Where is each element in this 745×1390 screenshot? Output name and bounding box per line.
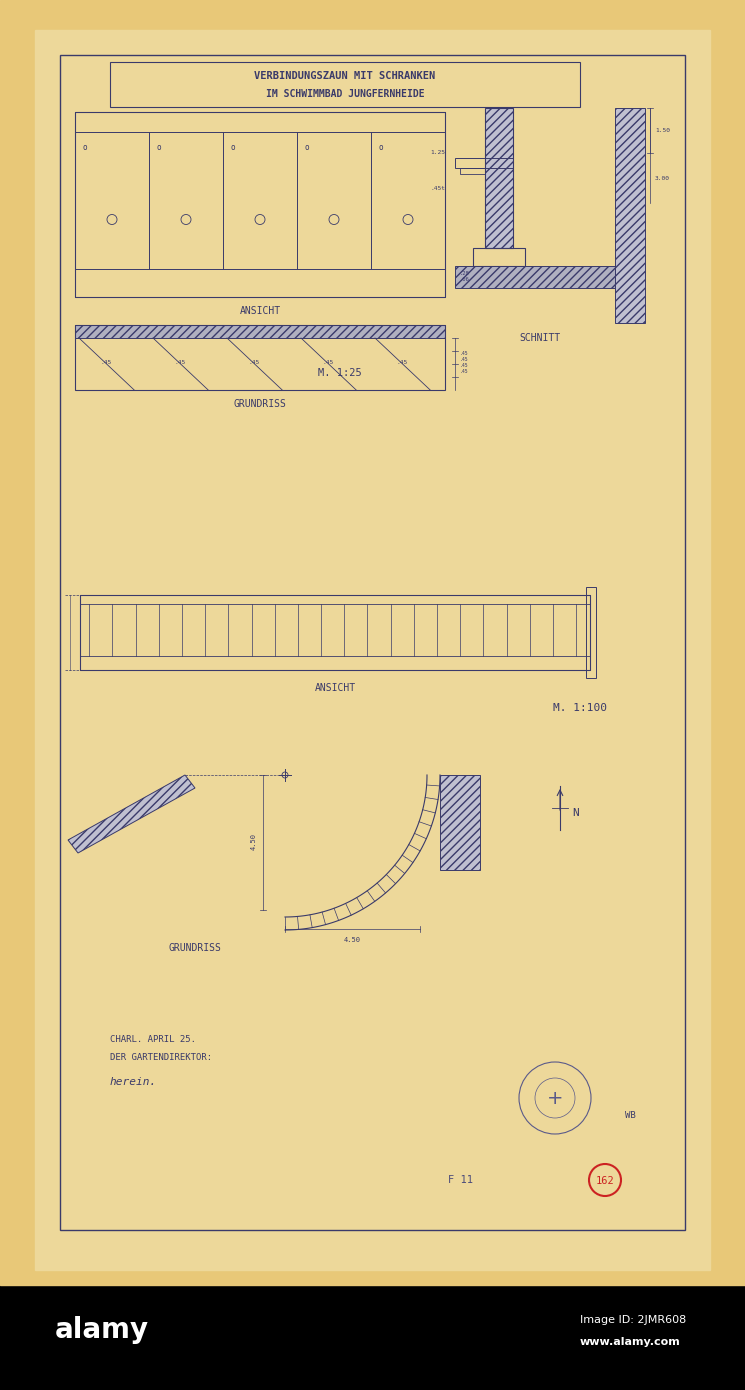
Text: +: + <box>547 1088 563 1108</box>
Text: o: o <box>378 143 384 152</box>
Bar <box>35 31 710 1270</box>
Text: o: o <box>305 143 309 152</box>
Bar <box>440 776 480 870</box>
Text: .45: .45 <box>323 360 335 366</box>
Text: .45
.45
.45
.45: .45 .45 .45 .45 <box>460 352 469 374</box>
Bar <box>473 247 525 265</box>
Bar <box>460 168 485 174</box>
Bar <box>485 108 513 247</box>
Text: GRUNDRISS: GRUNDRISS <box>168 942 221 954</box>
Text: Image ID: 2JMR608: Image ID: 2JMR608 <box>580 1315 686 1325</box>
Text: alamy: alamy <box>55 1316 149 1344</box>
Text: .28
.06: .28 .06 <box>460 271 470 282</box>
Text: N: N <box>572 808 579 817</box>
Bar <box>110 63 580 107</box>
Text: o: o <box>156 143 162 152</box>
Text: M. 1:25: M. 1:25 <box>318 367 362 378</box>
Bar <box>75 325 445 338</box>
Text: ANSICHT: ANSICHT <box>239 306 281 316</box>
Text: .45: .45 <box>175 360 186 366</box>
Text: o: o <box>83 143 87 152</box>
Text: IM SCHWIMMBAD JUNGFERNHEIDE: IM SCHWIMMBAD JUNGFERNHEIDE <box>266 89 425 99</box>
Text: 162: 162 <box>595 1176 615 1186</box>
Text: 1.25: 1.25 <box>430 150 445 156</box>
Text: .45: .45 <box>101 360 112 366</box>
Text: GRUNDRISS: GRUNDRISS <box>234 399 286 409</box>
Bar <box>60 56 685 1230</box>
Bar <box>75 270 445 297</box>
Text: CHARL. APRIL 25.: CHARL. APRIL 25. <box>110 1036 196 1044</box>
Text: herein.: herein. <box>110 1077 157 1087</box>
Bar <box>75 113 445 297</box>
Text: 4.50: 4.50 <box>251 833 257 851</box>
Bar <box>615 108 645 322</box>
Text: DER GARTENDIREKTOR:: DER GARTENDIREKTOR: <box>110 1054 212 1062</box>
Text: o: o <box>231 143 235 152</box>
Text: F 11: F 11 <box>448 1175 472 1186</box>
Bar <box>586 587 596 678</box>
Bar <box>455 265 615 288</box>
Text: www.alamy.com: www.alamy.com <box>580 1337 681 1347</box>
Bar <box>80 595 590 670</box>
Bar <box>0 1284 745 1390</box>
Text: ANSICHT: ANSICHT <box>314 682 355 694</box>
Bar <box>80 595 590 605</box>
Text: 4.50: 4.50 <box>343 937 361 942</box>
Polygon shape <box>68 776 195 853</box>
Text: M. 1:100: M. 1:100 <box>553 703 607 713</box>
Text: .45: .45 <box>397 360 408 366</box>
Bar <box>455 158 513 168</box>
Text: VERBINDUNGSZAUN MIT SCHRANKEN: VERBINDUNGSZAUN MIT SCHRANKEN <box>254 71 436 81</box>
Text: SCHNITT: SCHNITT <box>519 334 560 343</box>
Text: .45: .45 <box>249 360 260 366</box>
Text: .45t: .45t <box>430 185 445 190</box>
Bar <box>80 656 590 670</box>
Bar <box>75 325 445 391</box>
Text: WB: WB <box>625 1111 635 1119</box>
Text: 3.00: 3.00 <box>655 175 670 181</box>
Text: 1.50: 1.50 <box>655 128 670 132</box>
Bar <box>75 113 445 132</box>
